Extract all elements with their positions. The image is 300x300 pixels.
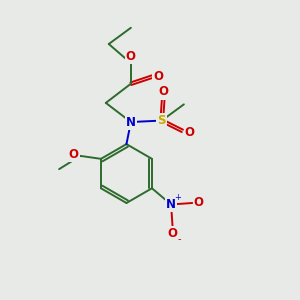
Text: O: O bbox=[126, 50, 136, 63]
Text: O: O bbox=[158, 85, 168, 98]
Text: +: + bbox=[174, 194, 181, 202]
Text: O: O bbox=[185, 126, 195, 139]
Text: N: N bbox=[166, 198, 176, 211]
Text: N: N bbox=[126, 116, 136, 128]
Text: O: O bbox=[168, 227, 178, 240]
Text: -: - bbox=[177, 234, 181, 244]
Text: O: O bbox=[194, 196, 204, 209]
Text: S: S bbox=[158, 114, 166, 127]
Text: O: O bbox=[153, 70, 163, 83]
Text: O: O bbox=[69, 148, 79, 161]
